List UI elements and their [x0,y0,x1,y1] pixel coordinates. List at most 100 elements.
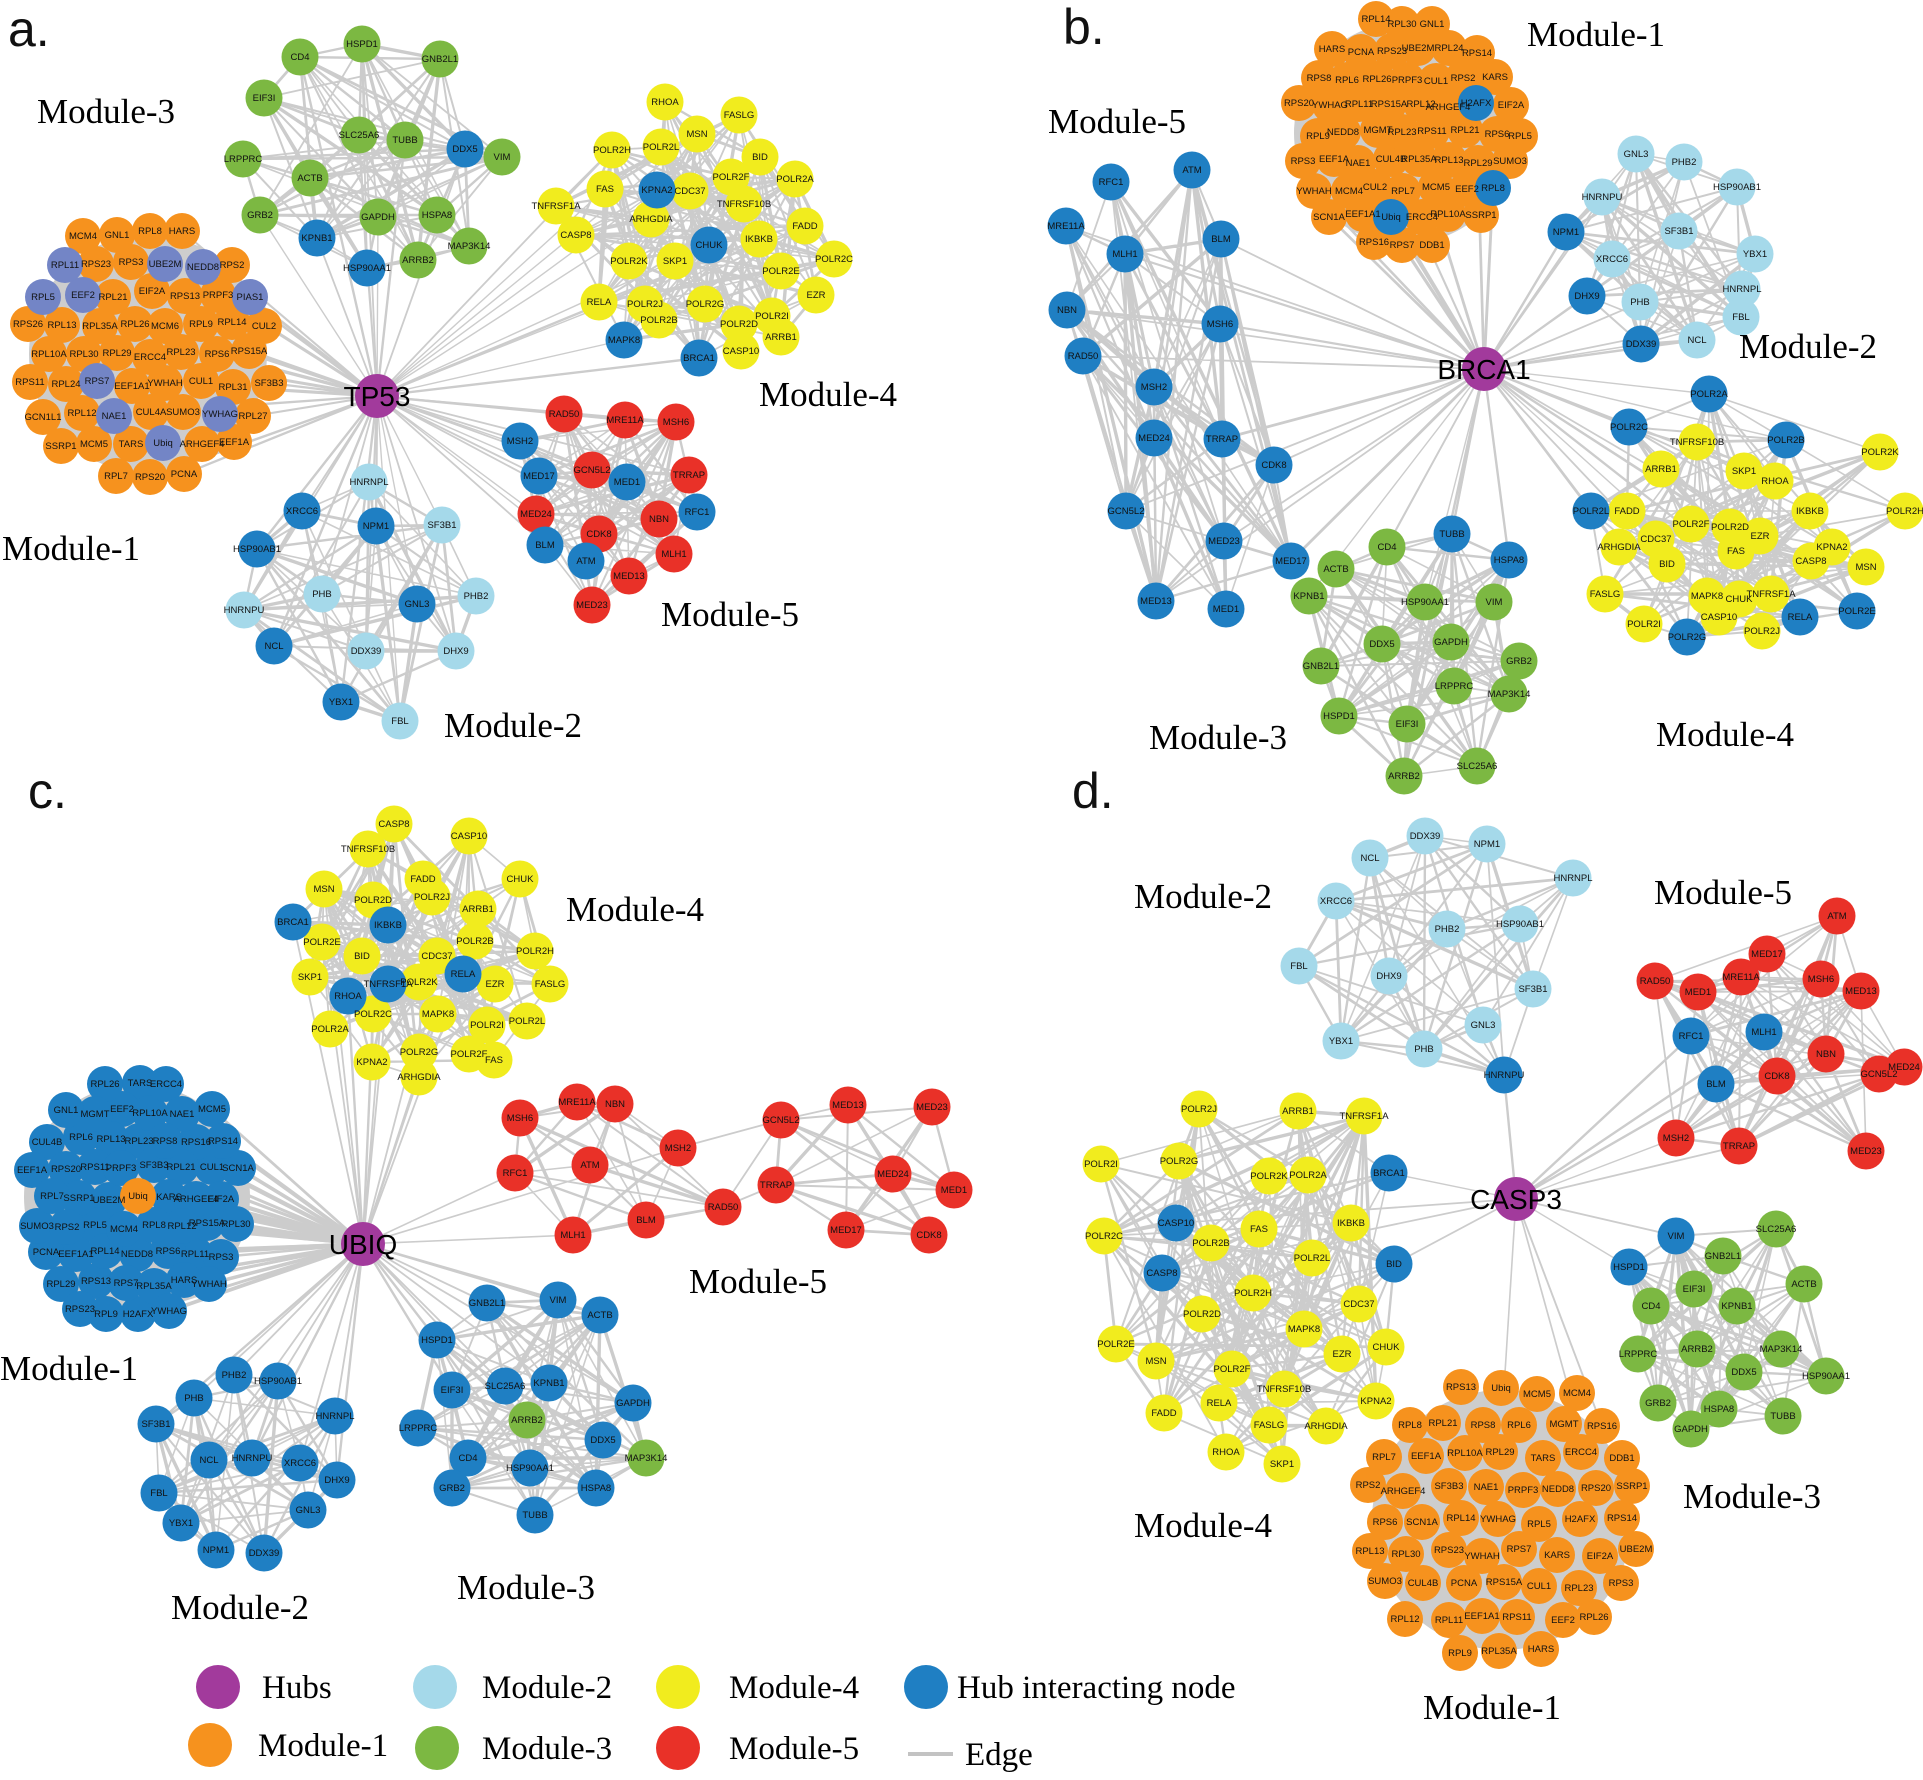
svg-text:CUL4A: CUL4A [136,407,167,418]
svg-text:Ubiq: Ubiq [1381,212,1401,223]
svg-text:BID: BID [354,951,370,962]
svg-text:SKP1: SKP1 [298,972,322,983]
svg-text:HSPD1: HSPD1 [1613,1262,1645,1273]
svg-text:RPS13: RPS13 [1446,1382,1476,1393]
svg-text:YBX1: YBX1 [1329,1036,1353,1047]
svg-text:H2AFX: H2AFX [1565,1514,1596,1525]
svg-text:IKBKB: IKBKB [1796,506,1824,517]
svg-text:DDX5: DDX5 [590,1435,615,1446]
svg-text:MRE11A: MRE11A [558,1097,596,1108]
svg-text:d.: d. [1072,763,1114,819]
svg-text:FADD: FADD [1614,506,1639,517]
svg-text:POLR2C: POLR2C [354,1009,392,1020]
svg-text:RPL13: RPL13 [1355,1546,1384,1557]
svg-text:POLR2I: POLR2I [470,1020,504,1031]
svg-text:ATM: ATM [580,1160,599,1171]
svg-text:DDB1: DDB1 [1609,1453,1634,1464]
svg-text:HSPA8: HSPA8 [1494,555,1524,566]
svg-text:MSN: MSN [1855,562,1876,573]
svg-text:TNFRSF10B: TNFRSF10B [1670,437,1724,448]
svg-text:RPS20: RPS20 [1581,1483,1611,1494]
svg-text:CASP10: CASP10 [451,831,487,842]
svg-text:EEF1A1: EEF1A1 [114,381,149,392]
svg-text:CDC37: CDC37 [421,951,452,962]
svg-text:NAE1: NAE1 [102,411,127,422]
svg-text:RPL12: RPL12 [1406,99,1435,110]
svg-text:NEDD8: NEDD8 [121,1249,153,1260]
svg-text:RPS15A: RPS15A [231,346,268,357]
svg-text:RPL8: RPL8 [1398,1420,1422,1431]
svg-text:MED17: MED17 [830,1225,862,1236]
svg-text:RFC1: RFC1 [503,1168,528,1179]
svg-text:RPS8: RPS8 [153,1136,178,1147]
svg-text:CHUK: CHUK [1373,1342,1401,1353]
svg-text:SKP1: SKP1 [663,256,687,267]
svg-text:RPL7: RPL7 [40,1191,64,1202]
svg-text:MRE11A: MRE11A [1047,221,1085,232]
svg-text:KPNA2: KPNA2 [1816,542,1847,553]
svg-text:PRPF3: PRPF3 [1508,1485,1539,1496]
svg-text:FASLG: FASLG [1590,589,1621,600]
svg-text:CDK8: CDK8 [916,1230,941,1241]
svg-text:RPL9: RPL9 [189,319,213,330]
svg-text:BLM: BLM [535,540,555,551]
svg-text:RPS13: RPS13 [170,291,200,302]
svg-text:NCL: NCL [1360,853,1379,864]
svg-text:POLR2F: POLR2F [1214,1364,1251,1375]
svg-text:GRB2: GRB2 [247,210,273,221]
svg-text:RELA: RELA [1207,1398,1232,1409]
svg-text:YWHAH: YWHAH [1464,1551,1500,1562]
svg-text:KPNA2: KPNA2 [1360,1396,1391,1407]
svg-text:EEF1A: EEF1A [17,1165,48,1176]
svg-text:HSPD1: HSPD1 [1323,711,1355,722]
svg-text:RPS14: RPS14 [208,1136,238,1147]
svg-text:VIM: VIM [1486,597,1503,608]
svg-text:POLR2D: POLR2D [354,895,392,906]
svg-text:RPS3: RPS3 [209,1252,234,1263]
svg-text:RPS23: RPS23 [65,1304,95,1315]
svg-text:CUL1: CUL1 [200,1162,224,1173]
svg-text:IKBKB: IKBKB [1337,1218,1365,1229]
svg-text:PHB: PHB [1414,1044,1434,1055]
svg-text:POLR2K: POLR2K [610,256,648,267]
svg-text:RPL11: RPL11 [1435,1615,1463,1626]
svg-text:POLR2F: POLR2F [1673,519,1710,530]
svg-text:NBN: NBN [1057,305,1077,316]
svg-text:CASP8: CASP8 [1795,556,1826,567]
svg-text:RPL12: RPL12 [1390,1614,1419,1625]
svg-text:MAPK8: MAPK8 [1288,1324,1320,1335]
svg-text:RFC1: RFC1 [685,507,710,518]
svg-text:IKBKB: IKBKB [745,234,773,245]
svg-text:RPS2: RPS2 [220,260,245,271]
svg-text:CDK8: CDK8 [1764,1071,1789,1082]
svg-text:RPS13: RPS13 [81,1276,111,1287]
svg-text:EEF2: EEF2 [1551,1615,1575,1626]
svg-text:TUBB: TUBB [522,1510,547,1521]
svg-text:HNRNPU: HNRNPU [1582,192,1623,203]
svg-text:HSP90AA1: HSP90AA1 [1401,597,1449,608]
svg-text:Module-2: Module-2 [1739,327,1877,366]
svg-text:RPL35A: RPL35A [136,1281,172,1292]
svg-text:MLH1: MLH1 [1112,249,1137,260]
svg-text:RPL30: RPL30 [1387,19,1416,30]
svg-text:MED24: MED24 [520,509,552,520]
svg-text:H2AFX: H2AFX [123,1309,154,1320]
svg-text:SCN1A: SCN1A [1406,1517,1438,1528]
svg-text:TNFRSF1A: TNFRSF1A [531,201,581,212]
svg-text:RPL29: RPL29 [102,348,131,359]
svg-text:EEF1A1: EEF1A1 [58,1249,93,1260]
svg-text:POLR2E: POLR2E [1097,1339,1135,1350]
svg-text:RPL23: RPL23 [124,1136,153,1147]
svg-text:RPL27: RPL27 [238,411,267,422]
svg-text:Module-4: Module-4 [759,375,897,414]
svg-text:BRCA1: BRCA1 [1437,354,1530,385]
svg-text:Module-3: Module-3 [482,1731,612,1767]
svg-text:ARHGEF4: ARHGEF4 [1381,1486,1426,1497]
svg-text:HSP90AB1: HSP90AB1 [1713,182,1761,193]
svg-text:POLR2I: POLR2I [1627,619,1661,630]
svg-text:MED13: MED13 [613,571,645,582]
svg-text:POLR2I: POLR2I [1084,1159,1118,1170]
svg-text:RPL9: RPL9 [94,1309,118,1320]
svg-text:RELA: RELA [587,297,612,308]
svg-text:RPL29: RPL29 [46,1279,75,1290]
